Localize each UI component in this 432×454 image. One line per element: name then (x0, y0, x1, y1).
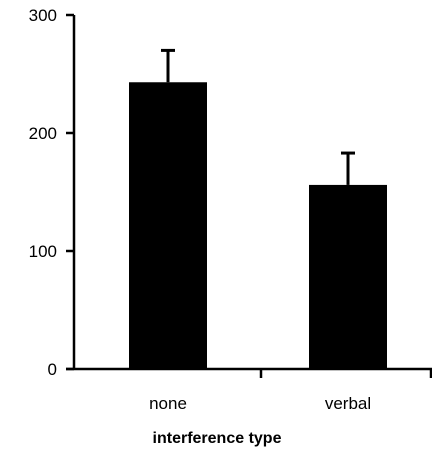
axes-group (66, 13, 432, 378)
x-tick-label-none: none (149, 394, 187, 413)
bar-none (129, 82, 207, 369)
bar-verbal (309, 184, 387, 369)
x-axis-title: interference type (153, 430, 282, 447)
x-tick-label-verbal: verbal (325, 394, 371, 413)
y-tick-label-300: 300 (29, 6, 57, 25)
y-tick-label-0: 0 (48, 360, 57, 379)
bars-group (129, 82, 387, 369)
y-tick-label-200: 200 (29, 124, 57, 143)
labels-group: interference type none verbal 0 100 200 300 (29, 6, 372, 447)
error-bars-group (161, 48, 355, 185)
y-tick-label-100: 100 (29, 242, 57, 261)
